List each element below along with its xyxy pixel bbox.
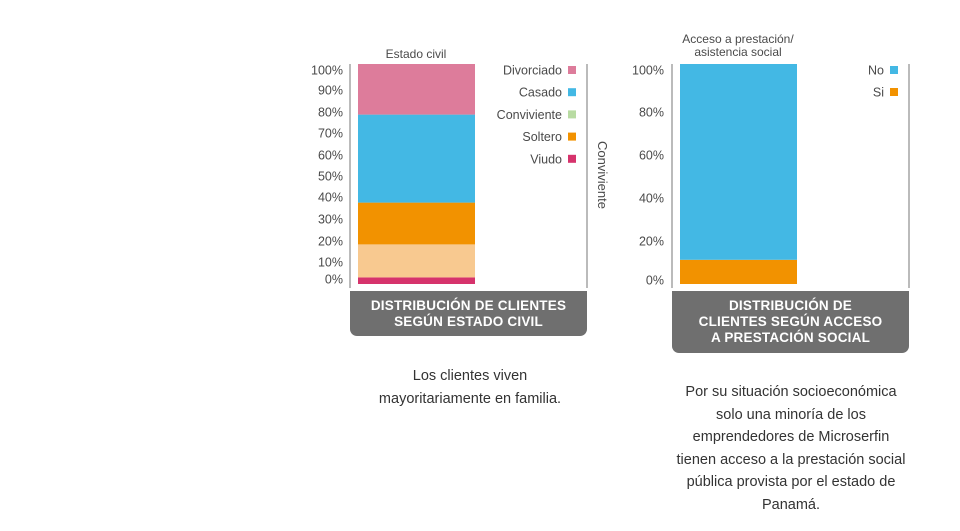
chart-estado-civil: 0% 10% 20% 30% 40% 50% 60% 70% 80% 90% 100% Estado … <box>311 47 610 288</box>
y-tick-label-100pct: 100% <box>632 64 664 78</box>
legend-label-soltero: Soltero <box>522 130 562 144</box>
y-tick-label-0pct: 0% <box>325 273 343 287</box>
bar-segment-divorciado <box>358 64 475 115</box>
legend-swatch-casado <box>568 88 576 97</box>
chart-acceso-prestacion: 0% 20% 40% 60% 80% 100% Acceso a prestación/as… <box>632 32 910 288</box>
legend-label-casado: Casado <box>519 86 562 100</box>
caption-estado-civil: DISTRIBUCIÓN DE CLIENTES SEGÚN ESTADO CI… <box>350 291 587 336</box>
y-tick-label-20pct: 20% <box>639 235 664 249</box>
note-estado-civil: Los clientes viven mayoritariamente en f… <box>378 368 562 407</box>
side-label: Conviviente <box>595 141 610 209</box>
y-tick-label-80pct: 80% <box>318 106 343 120</box>
legend-swatch-divorciado <box>568 66 576 74</box>
note-acceso-prestacion: Por su situación socioeconómica solo una… <box>676 384 906 513</box>
chart-title-line: asistencia social <box>694 45 781 59</box>
bar-segment-viudo <box>358 277 475 284</box>
y-tick-label-20pct: 20% <box>318 235 343 249</box>
legend-label-conviviente: Conviviente <box>497 108 562 122</box>
y-tick-label-10pct: 10% <box>318 256 343 270</box>
y-tick-label-30pct: 30% <box>318 213 343 227</box>
legend-swatch-no <box>890 66 898 74</box>
bar-segment-casado <box>358 114 475 203</box>
y-tick-label-60pct: 60% <box>318 149 343 163</box>
y-tick-label-60pct: 60% <box>639 149 664 163</box>
legend-swatch-soltero <box>568 132 576 141</box>
bar-segment-soltero <box>358 202 475 245</box>
bar-segment-no <box>680 64 797 260</box>
y-tick-label-40pct: 40% <box>318 191 343 205</box>
y-tick-label-100pct: 100% <box>311 64 343 78</box>
legend-label-divorciado: Divorciado <box>503 64 562 78</box>
y-tick-label-70pct: 70% <box>318 127 343 141</box>
legend-swatch-conviviente <box>568 110 576 119</box>
legend-label-viudo: Viudo <box>530 152 562 166</box>
legend-label-no: No <box>868 64 884 78</box>
chart-title-line: Acceso a prestación/ <box>682 32 794 46</box>
y-tick-label-80pct: 80% <box>639 106 664 120</box>
y-tick-label-0pct: 0% <box>646 274 664 288</box>
caption-acceso-prestacion: DISTRIBUCIÓN DE CLIENTES SEGÚN ACCESO A … <box>672 291 909 353</box>
legend-swatch-si <box>890 88 898 96</box>
bar-segment-conviviente <box>358 244 475 278</box>
legend-label-si: Si <box>873 86 884 100</box>
y-tick-label-50pct: 50% <box>318 170 343 184</box>
chart-title-line: Estado civil <box>386 47 447 61</box>
y-tick-label-90pct: 90% <box>318 84 343 98</box>
bar-segment-si <box>680 259 797 284</box>
legend-swatch-viudo <box>568 154 576 163</box>
y-tick-label-40pct: 40% <box>639 192 664 206</box>
